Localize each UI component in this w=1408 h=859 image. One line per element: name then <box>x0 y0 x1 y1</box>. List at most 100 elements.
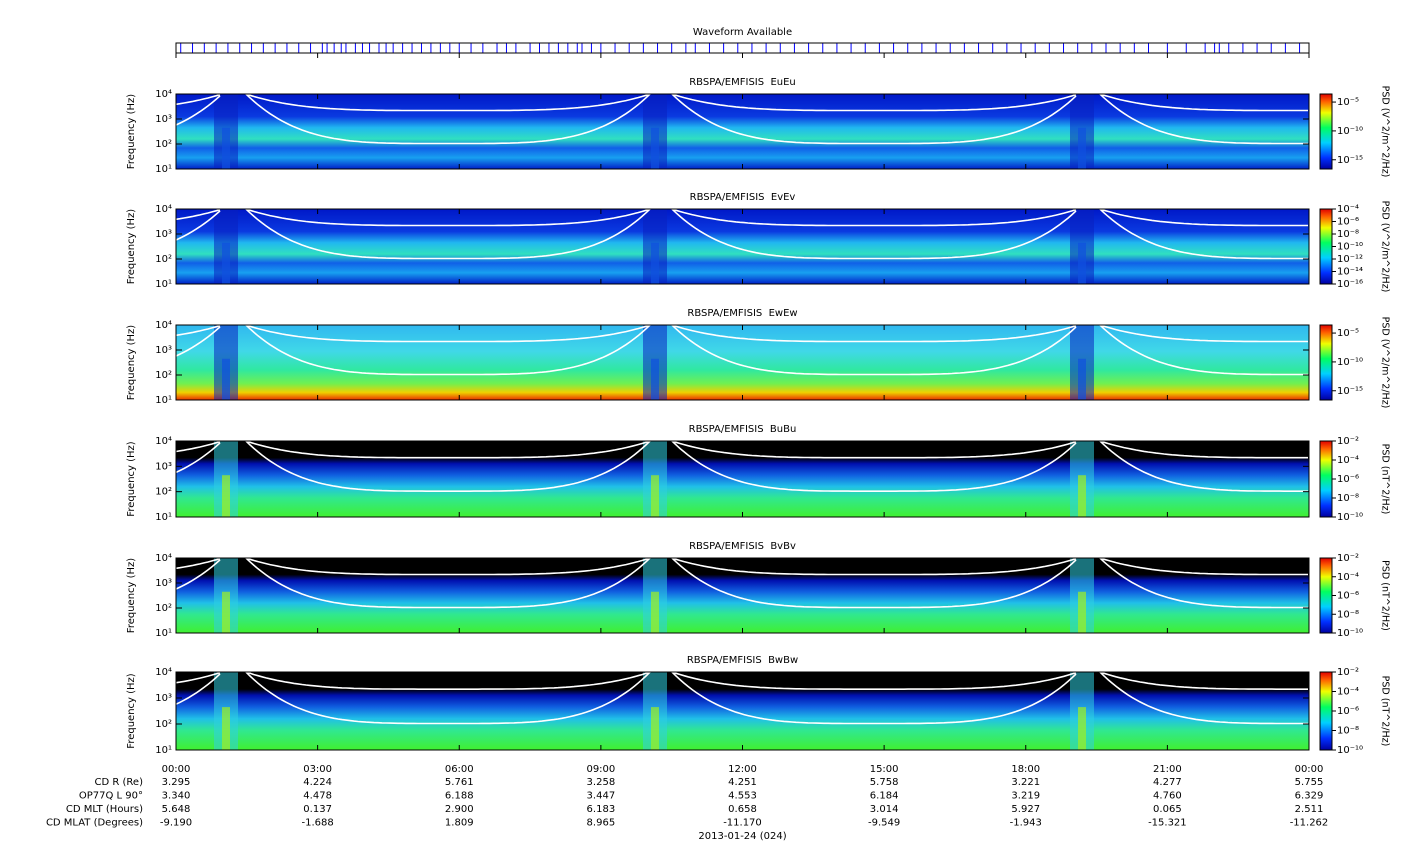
model-curve <box>245 672 651 725</box>
spectrogram-fill <box>176 558 1309 633</box>
ephemeris-value: 5.927 <box>1011 804 1040 815</box>
spectrogram-fill <box>176 209 1309 284</box>
model-curve <box>1099 325 1308 376</box>
perigee-burst <box>1078 591 1086 633</box>
model-curve <box>671 672 1077 690</box>
model-curve <box>176 441 221 453</box>
ephemeris-value: -9.549 <box>868 818 900 829</box>
perigee-burst <box>1078 242 1086 284</box>
y-axis-label: Frequency (Hz) <box>126 325 137 401</box>
model-curve <box>176 673 221 705</box>
model-curve <box>671 209 1077 227</box>
ephemeris-value: 5.755 <box>1295 777 1324 788</box>
colorbar-label: PSD (nT^2/Hz) <box>1380 560 1391 631</box>
model-curve <box>176 95 221 126</box>
perigee-burst <box>1078 707 1086 750</box>
ephemeris-value: 5.758 <box>870 777 899 788</box>
model-curve <box>1099 325 1308 343</box>
colorbar-tick-label: 10⁻² <box>1337 667 1359 678</box>
colorbar <box>1319 93 1333 170</box>
y-tick-label: 10³ <box>155 229 172 240</box>
ephemeris-value: 4.478 <box>303 791 332 802</box>
model-curve <box>1099 672 1308 725</box>
perigee-burst <box>651 242 659 284</box>
ephemeris-value: 2.900 <box>445 804 474 815</box>
colorbar-label: PSD (V^2/m^2/Hz) <box>1380 317 1391 409</box>
ephemeris-value: 4.553 <box>728 791 757 802</box>
model-curve <box>245 558 651 576</box>
ephemeris-value: -1.943 <box>1010 818 1042 829</box>
x-tick-label: 09:00 <box>586 764 615 775</box>
model-curve <box>671 441 1077 492</box>
perigee-burst <box>222 707 230 750</box>
ephemeris-value: 0.137 <box>303 804 332 815</box>
model-curve <box>245 441 651 459</box>
y-tick-label: 10⁴ <box>155 89 172 100</box>
model-curve <box>671 558 1077 609</box>
model-curve <box>1099 672 1308 690</box>
ephemeris-value: 4.760 <box>1153 791 1182 802</box>
panel-title: RBSPA/EMFISIS BvBv <box>689 541 796 552</box>
colorbar <box>1319 440 1333 518</box>
model-curve <box>176 209 221 221</box>
model-curve <box>1099 441 1308 459</box>
spectrogram-fill <box>176 441 1309 517</box>
y-tick-label: 10¹ <box>155 279 172 290</box>
model-curve <box>1099 209 1308 227</box>
colorbar-tick-label: 10⁻⁴ <box>1337 572 1359 583</box>
ephemeris-label: CD MLAT (Degrees) <box>46 818 143 829</box>
model-curve <box>671 441 1077 459</box>
colorbar-tick-label: 10⁻¹² <box>1337 254 1363 265</box>
y-tick-label: 10³ <box>155 578 172 589</box>
y-tick-label: 10¹ <box>155 512 172 523</box>
ephemeris-label: OP77Q L 90° <box>79 791 143 802</box>
y-tick-label: 10¹ <box>155 628 172 639</box>
model-curve <box>671 325 1077 343</box>
model-curve <box>245 94 651 112</box>
model-curve <box>245 209 651 227</box>
perigee-burst <box>1078 475 1086 517</box>
perigee-burst <box>651 591 659 633</box>
colorbar-tick-label: 10⁻¹⁵ <box>1337 155 1363 166</box>
y-tick-label: 10⁴ <box>155 436 172 447</box>
x-tick-label: 00:00 <box>1295 764 1324 775</box>
colorbar-tick-label: 10⁻⁸ <box>1337 609 1359 620</box>
y-tick-label: 10¹ <box>155 395 172 406</box>
ephemeris-value: 8.965 <box>587 818 616 829</box>
colorbar-tick-label: 10⁻⁶ <box>1337 706 1359 717</box>
panel-title: RBSPA/EMFISIS EvEv <box>690 192 796 203</box>
y-tick-label: 10⁴ <box>155 553 172 564</box>
colorbar <box>1319 557 1333 634</box>
model-curve <box>176 94 221 106</box>
colorbar-tick-label: 10⁻¹⁵ <box>1337 386 1363 397</box>
model-curve <box>1099 558 1308 576</box>
y-axis-label: Frequency (Hz) <box>126 209 137 285</box>
model-curve <box>176 326 221 357</box>
colorbar-tick-label: 10⁻⁶ <box>1337 591 1359 602</box>
model-curve <box>1099 94 1308 112</box>
ephemeris-value: 4.277 <box>1153 777 1182 788</box>
perigee-burst <box>222 358 230 400</box>
ephemeris-value: 3.295 <box>162 777 191 788</box>
x-tick-label: 03:00 <box>303 764 332 775</box>
perigee-burst <box>651 475 659 517</box>
model-curve <box>176 672 221 684</box>
colorbar <box>1319 671 1333 751</box>
ephemeris-label: CD R (Re) <box>95 777 144 788</box>
colorbar-tick-label: 10⁻⁵ <box>1337 328 1359 339</box>
panel-title: RBSPA/EMFISIS EuEu <box>689 77 796 88</box>
ephemeris-value: 3.219 <box>1011 791 1040 802</box>
spectrogram-image <box>176 325 1309 400</box>
spectrogram-image <box>176 558 1309 633</box>
panel-title: RBSPA/EMFISIS BwBw <box>687 655 798 666</box>
colorbar <box>1319 208 1333 285</box>
y-axis-label: Frequency (Hz) <box>126 441 137 517</box>
ephemeris-value: 2.511 <box>1295 804 1324 815</box>
ephemeris-value: 1.809 <box>445 818 474 829</box>
ephemeris-value: 4.224 <box>303 777 332 788</box>
y-tick-label: 10⁴ <box>155 204 172 215</box>
model-curve <box>245 325 651 343</box>
ephemeris-value: -9.190 <box>160 818 192 829</box>
model-curve <box>245 325 651 376</box>
